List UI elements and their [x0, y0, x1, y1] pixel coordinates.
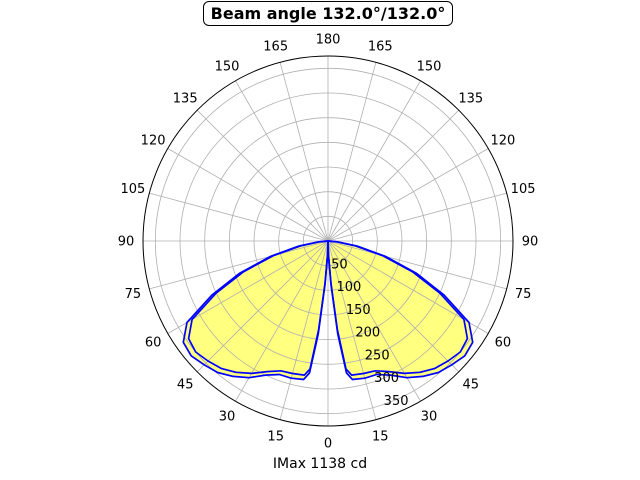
angle-tick-label-9: 135	[458, 92, 483, 107]
grid-spoke-75	[327, 240, 507, 290]
angle-tick-label-16: 120	[141, 134, 166, 149]
grid-spoke-120	[327, 148, 489, 242]
grid-spoke-165	[327, 62, 377, 242]
tick-labels: 0 15 30 45 60 75 90 105 120 135 150 165 180 165 150 135…	[118, 33, 539, 452]
radial-tick-label-100: 100	[336, 280, 361, 295]
angle-tick-label-10: 150	[417, 60, 442, 75]
angle-tick-label-23: 15	[267, 430, 284, 445]
angle-tick-label-15: 135	[173, 92, 198, 107]
angle-tick-label-17: 105	[120, 182, 145, 197]
radial-tick-label-150: 150	[346, 303, 371, 318]
grid-spoke-330	[235, 240, 329, 402]
grid-spoke-135	[327, 109, 460, 242]
angle-tick-label-22: 30	[219, 409, 236, 424]
grid-spoke-315	[196, 240, 329, 373]
beam-fill-layer	[183, 241, 473, 380]
grid-spoke-255	[149, 192, 329, 242]
angle-tick-label-18: 90	[118, 235, 135, 250]
chart-title: Beam angle 132.0°/132.0°	[203, 1, 453, 26]
beam-curve-layer	[182, 240, 474, 381]
angle-tick-label-21: 45	[177, 377, 194, 392]
grid-spoke-105	[327, 192, 507, 242]
radial-tick-label-50: 50	[331, 257, 348, 272]
radial-tick-label-350: 350	[384, 394, 409, 409]
grid-spoke-150	[327, 80, 421, 242]
polar-grid	[142, 55, 514, 427]
angle-tick-label-2: 30	[421, 409, 438, 424]
angle-tick-label-8: 120	[490, 134, 515, 149]
grid-spoke-30	[327, 240, 421, 402]
grid-spoke-300	[167, 240, 329, 334]
angle-tick-label-12: 180	[316, 33, 341, 48]
grid-spoke-225	[196, 109, 329, 242]
angle-tick-label-4: 60	[495, 336, 512, 351]
angle-tick-label-6: 90	[522, 235, 539, 250]
x-axis-label: IMax 1138 cd	[272, 456, 368, 472]
angle-tick-label-0: 0	[324, 437, 332, 452]
grid-spoke-45	[327, 240, 460, 373]
grid-spoke-210	[235, 80, 329, 242]
radial-tick-label-200: 200	[355, 326, 380, 341]
angle-tick-label-3: 45	[463, 377, 480, 392]
angle-tick-label-13: 165	[263, 39, 288, 54]
grid-spoke-15	[327, 240, 377, 420]
grid-spoke-240	[167, 148, 329, 242]
radial-tick-label-300: 300	[374, 371, 399, 386]
grid-spoke-285	[149, 240, 329, 290]
radial-tick-label-250: 250	[365, 348, 390, 363]
beam-curve-2	[187, 240, 469, 376]
grid-spoke-195	[279, 62, 329, 242]
angle-tick-label-7: 105	[511, 182, 536, 197]
beam-fill	[183, 241, 473, 380]
angle-tick-label-1: 15	[372, 430, 389, 445]
angle-tick-label-19: 75	[125, 287, 142, 302]
grid-spoke-60	[327, 240, 489, 334]
angle-tick-label-20: 60	[145, 336, 162, 351]
angle-tick-label-11: 165	[368, 39, 393, 54]
polar-frame	[142, 55, 514, 427]
angle-tick-label-5: 75	[515, 287, 532, 302]
grid-spoke-345	[279, 240, 329, 420]
angle-tick-label-14: 150	[215, 60, 240, 75]
